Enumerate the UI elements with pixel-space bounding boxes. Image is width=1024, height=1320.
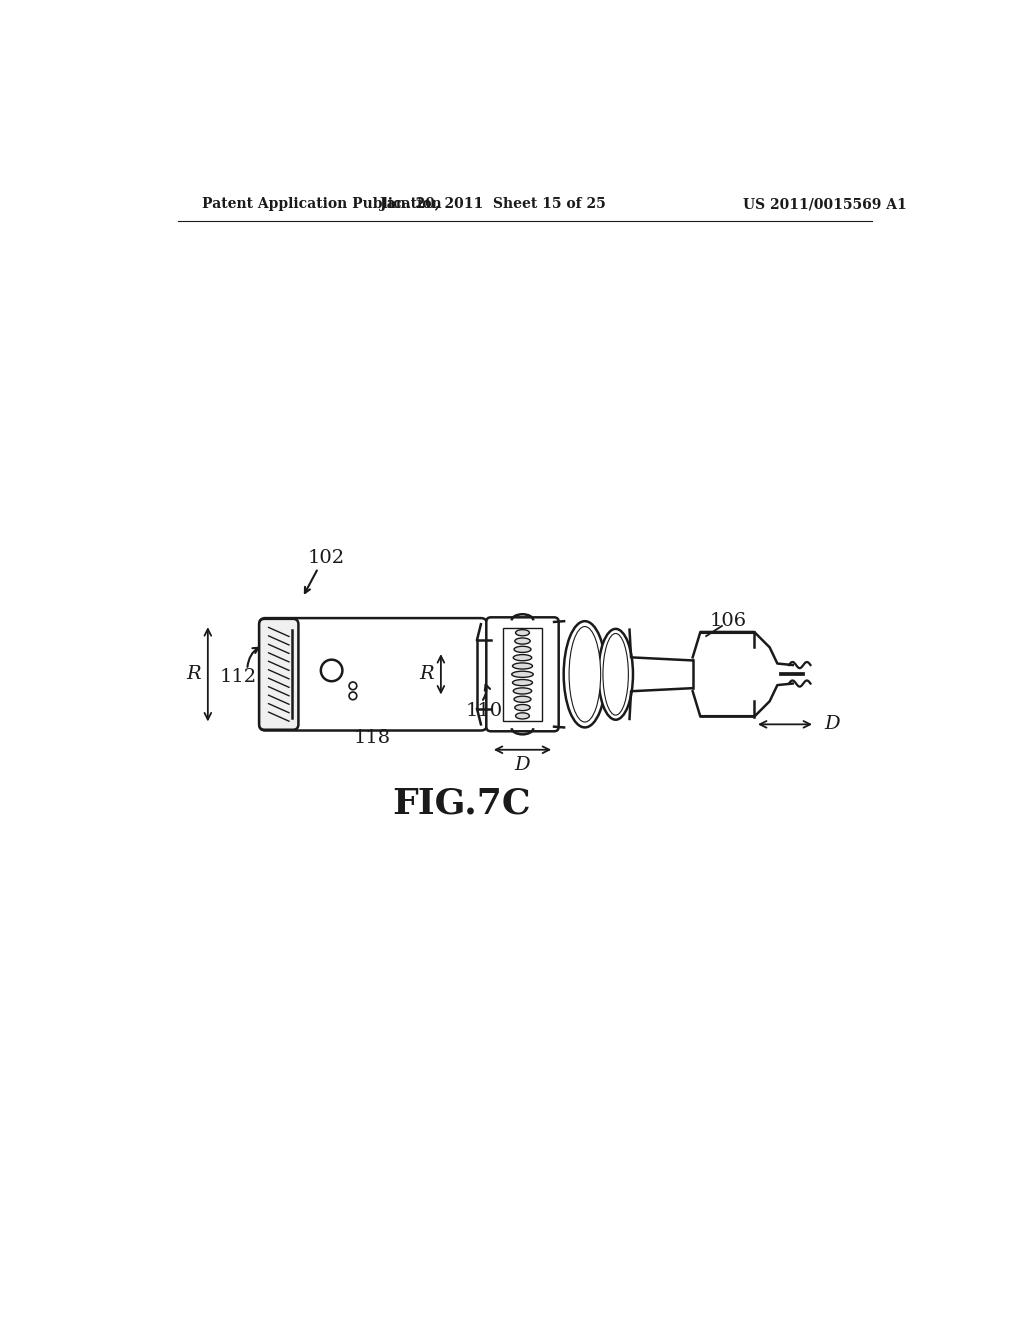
Text: 106: 106 bbox=[710, 612, 746, 630]
Polygon shape bbox=[692, 632, 793, 717]
Ellipse shape bbox=[569, 627, 601, 722]
Text: R: R bbox=[420, 665, 434, 684]
Ellipse shape bbox=[598, 628, 633, 719]
Ellipse shape bbox=[515, 705, 530, 710]
Text: Jan. 20, 2011  Sheet 15 of 25: Jan. 20, 2011 Sheet 15 of 25 bbox=[380, 197, 606, 211]
Circle shape bbox=[321, 660, 342, 681]
Ellipse shape bbox=[512, 663, 532, 669]
Text: 102: 102 bbox=[307, 549, 345, 566]
Ellipse shape bbox=[514, 647, 531, 652]
Ellipse shape bbox=[513, 655, 531, 661]
Ellipse shape bbox=[515, 713, 529, 719]
FancyBboxPatch shape bbox=[259, 618, 487, 730]
Text: US 2011/0015569 A1: US 2011/0015569 A1 bbox=[742, 197, 906, 211]
Bar bbox=[503, 628, 542, 721]
Polygon shape bbox=[630, 630, 692, 719]
Text: D: D bbox=[515, 756, 530, 774]
Text: D: D bbox=[824, 715, 840, 734]
Text: 110: 110 bbox=[465, 702, 503, 721]
Polygon shape bbox=[477, 624, 481, 725]
Ellipse shape bbox=[512, 680, 532, 685]
Ellipse shape bbox=[515, 638, 530, 644]
Ellipse shape bbox=[515, 630, 529, 636]
Ellipse shape bbox=[513, 688, 531, 694]
Ellipse shape bbox=[512, 671, 534, 677]
Circle shape bbox=[349, 692, 356, 700]
Text: 112: 112 bbox=[220, 668, 257, 686]
FancyBboxPatch shape bbox=[259, 619, 298, 730]
Text: R: R bbox=[186, 665, 202, 684]
Text: FIG.7C: FIG.7C bbox=[392, 787, 531, 821]
Ellipse shape bbox=[603, 634, 629, 715]
Ellipse shape bbox=[563, 622, 606, 727]
Ellipse shape bbox=[514, 696, 531, 702]
Text: 118: 118 bbox=[354, 729, 391, 747]
FancyBboxPatch shape bbox=[486, 618, 559, 731]
Text: Patent Application Publication: Patent Application Publication bbox=[202, 197, 441, 211]
Circle shape bbox=[349, 682, 356, 690]
